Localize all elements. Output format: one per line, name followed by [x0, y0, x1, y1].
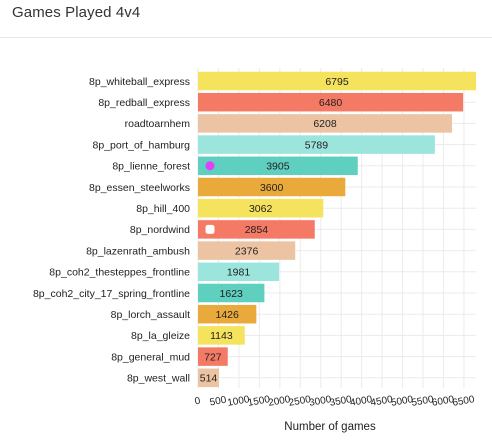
- bar[interactable]: [198, 283, 265, 303]
- x-tick-label: 500: [209, 395, 228, 409]
- value-label: 6208: [313, 118, 337, 130]
- value-label: 514: [200, 373, 218, 385]
- x-tick-label: 2500: [288, 394, 312, 409]
- x-tick-label: 6000: [431, 394, 455, 409]
- x-tick-label: 1000: [227, 394, 251, 409]
- value-label: 1426: [215, 309, 239, 321]
- bar[interactable]: [198, 347, 228, 366]
- category-label: 8p_port_of_hamburg: [93, 139, 191, 151]
- x-tick-label: 3500: [329, 394, 353, 409]
- panel-title: Games Played 4v4: [12, 4, 141, 21]
- x-tick-label: 4500: [370, 394, 394, 409]
- value-label: 1623: [220, 288, 244, 300]
- bar[interactable]: [198, 198, 324, 218]
- bar[interactable]: [198, 262, 280, 282]
- bar[interactable]: [198, 71, 476, 91]
- bar[interactable]: [198, 135, 435, 154]
- category-label: 8p_lazenrath_ambush: [86, 245, 190, 257]
- bar[interactable]: [198, 177, 346, 197]
- marker-dot: [205, 161, 215, 171]
- category-label: 8p_general_mud: [111, 351, 190, 363]
- bar[interactable]: [198, 241, 296, 260]
- bar[interactable]: [198, 114, 452, 133]
- value-label: 3905: [266, 161, 290, 173]
- panel-header: Games Played 4v4: [0, 0, 492, 38]
- bar[interactable]: [198, 368, 220, 388]
- x-axis-ticks: 0 500 100015002000250030003500400045005000…: [194, 394, 476, 409]
- x-tick-label: 1500: [247, 394, 271, 409]
- x-tick-label: 5000: [390, 394, 414, 409]
- bar[interactable]: [198, 220, 315, 239]
- category-label: 8p_lienne_forest: [112, 161, 190, 173]
- category-label: 8p_la_gleize: [131, 330, 190, 342]
- bar[interactable]: [198, 326, 245, 345]
- x-tick-label: 0: [194, 396, 202, 408]
- category-label: 8p_west_wall: [127, 373, 190, 385]
- category-label: 8p_essen_steelworks: [89, 182, 190, 194]
- x-tick-label: 2000: [267, 394, 291, 409]
- value-label: 727: [204, 351, 222, 363]
- value-label: 2854: [245, 224, 269, 236]
- category-label: 8p_hill_400: [136, 203, 190, 215]
- value-label: 6480: [319, 97, 343, 109]
- value-label: 1143: [210, 330, 233, 342]
- category-label: 8p_redball_express: [98, 97, 190, 109]
- x-tick-label: 6500: [452, 394, 476, 409]
- x-axis-label: Number of games: [284, 421, 376, 433]
- category-label: 8p_coh2_city_17_spring_frontline: [33, 288, 190, 300]
- value-label: 5789: [305, 139, 329, 151]
- category-label: roadtoarnhem: [125, 118, 191, 130]
- marker-square: [205, 224, 215, 234]
- value-label: 6795: [325, 76, 349, 88]
- value-label: 3062: [249, 203, 273, 215]
- x-tick-label: 3000: [308, 394, 332, 409]
- bar[interactable]: [198, 92, 464, 112]
- x-tick-label: 4000: [349, 394, 373, 409]
- category-label: 8p_lorch_assault: [111, 309, 190, 321]
- value-label: 2376: [235, 245, 259, 257]
- bar[interactable]: [198, 156, 358, 176]
- category-label: 8p_whiteball_express: [89, 76, 190, 88]
- bar[interactable]: [198, 304, 257, 324]
- bars: 8p_whiteball_express 6795 8p_redball_expre…: [33, 71, 476, 388]
- category-label: 8p_nordwind: [130, 224, 190, 236]
- value-label: 3600: [260, 182, 284, 194]
- x-tick-label: 5500: [411, 394, 435, 409]
- category-label: 8p_coh2_thesteppes_frontline: [49, 267, 190, 279]
- value-label: 1981: [227, 267, 251, 279]
